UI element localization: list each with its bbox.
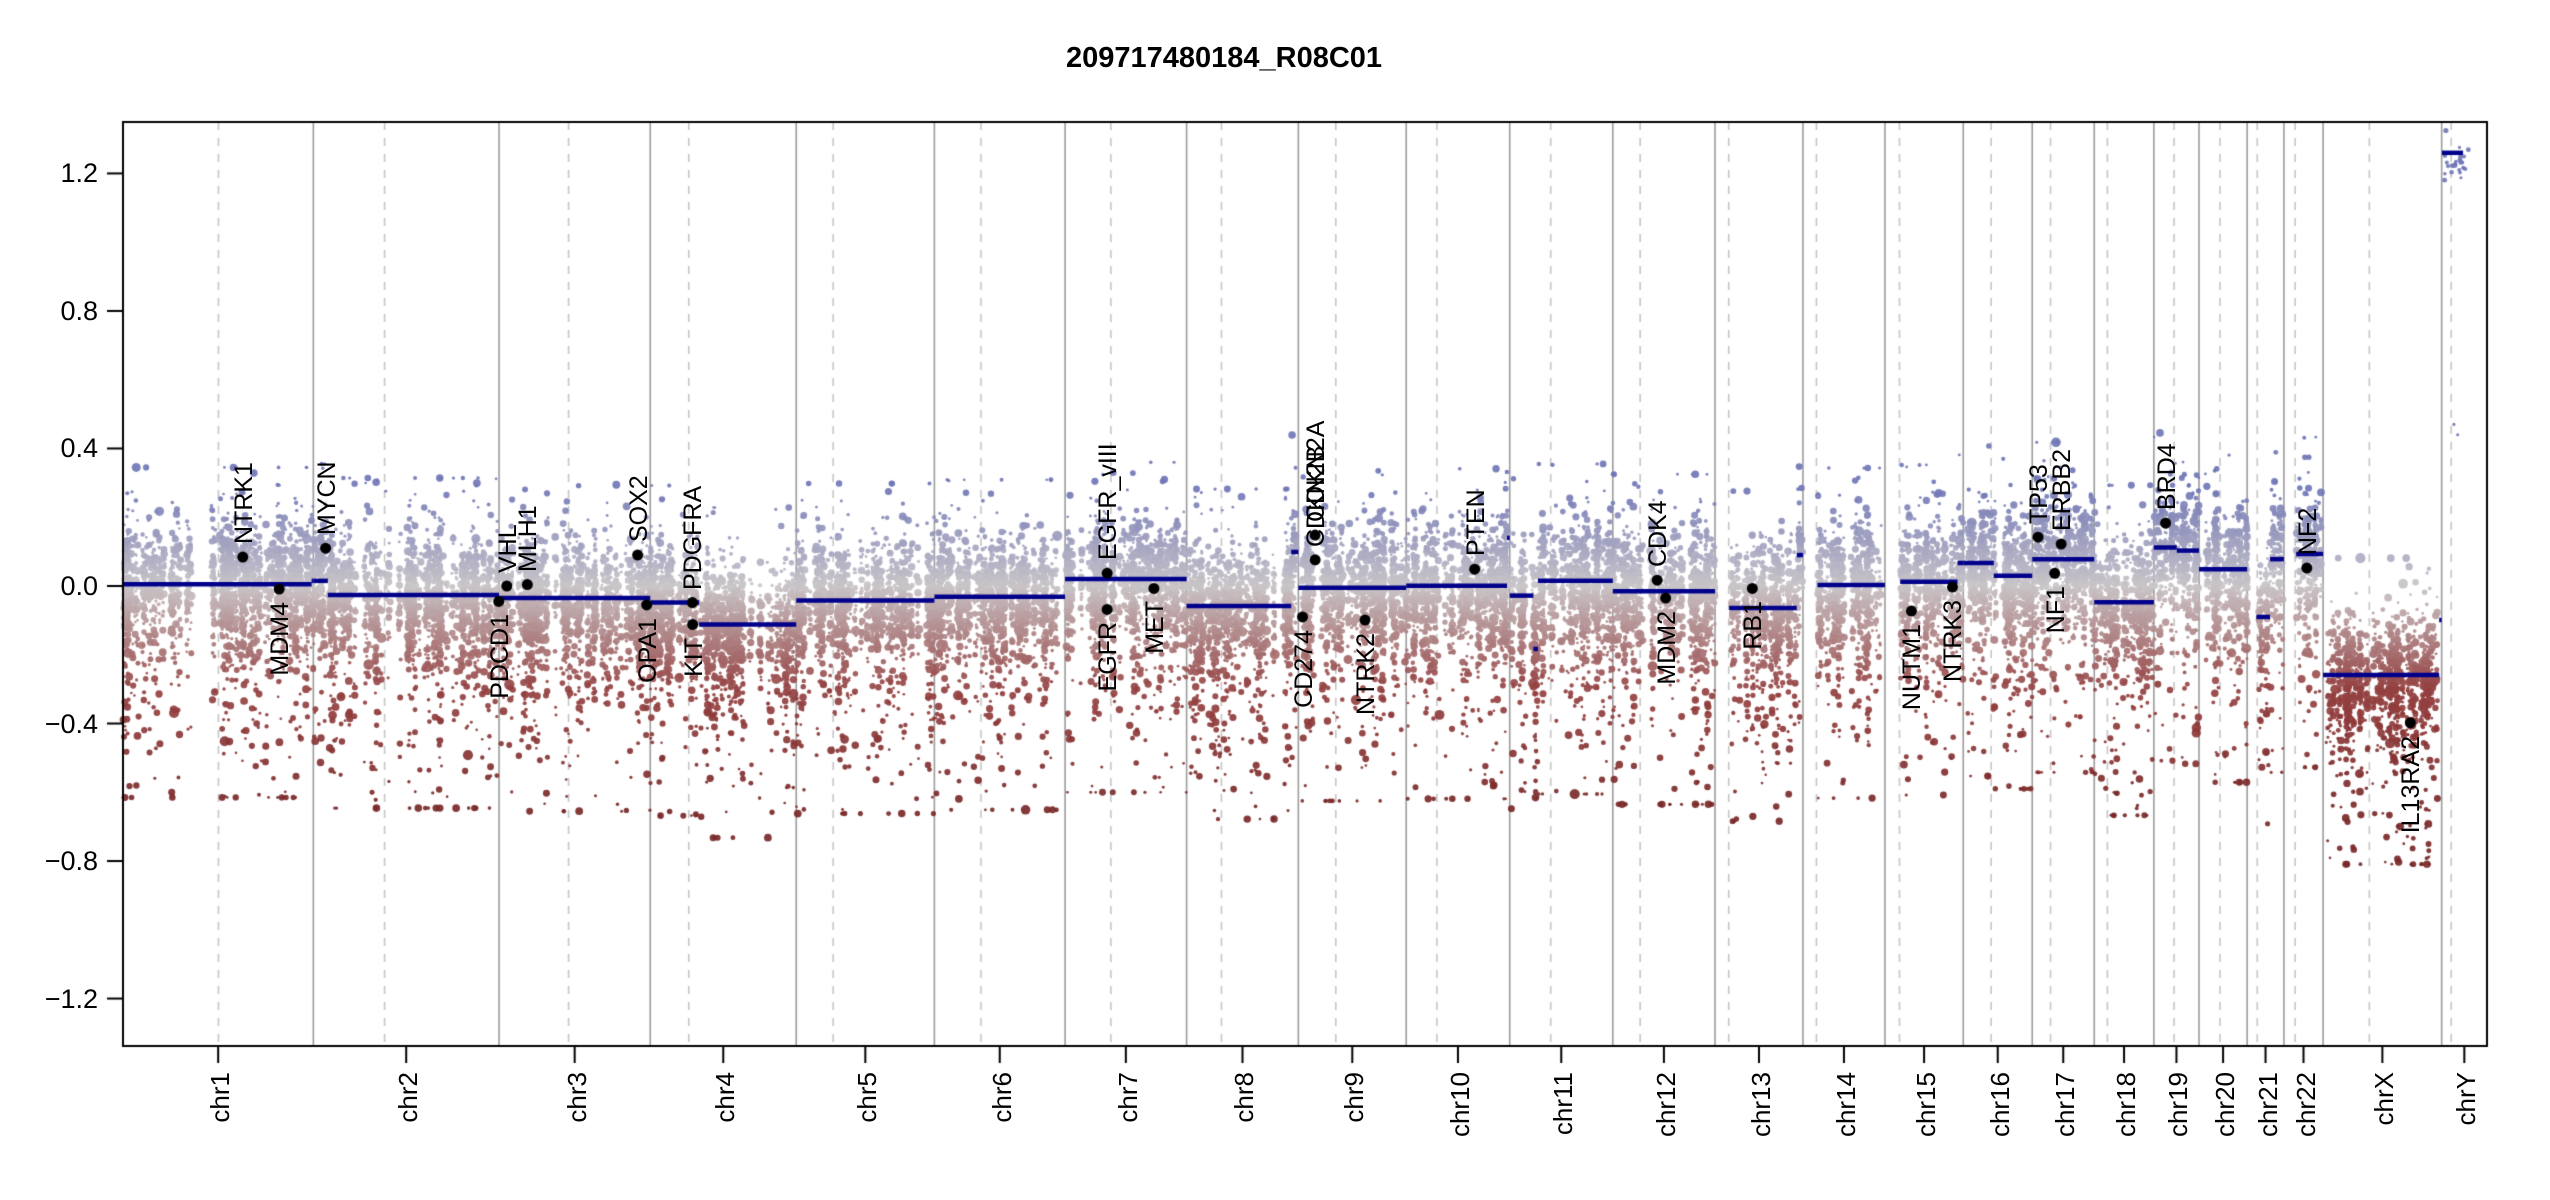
cnv-genome-plot: 209717480184_R08C01 1.2 0.8 0.4 0.0 −0.4 −0.8… xyxy=(0,0,2550,1200)
cnv-scatter-canvas xyxy=(0,0,2550,1200)
